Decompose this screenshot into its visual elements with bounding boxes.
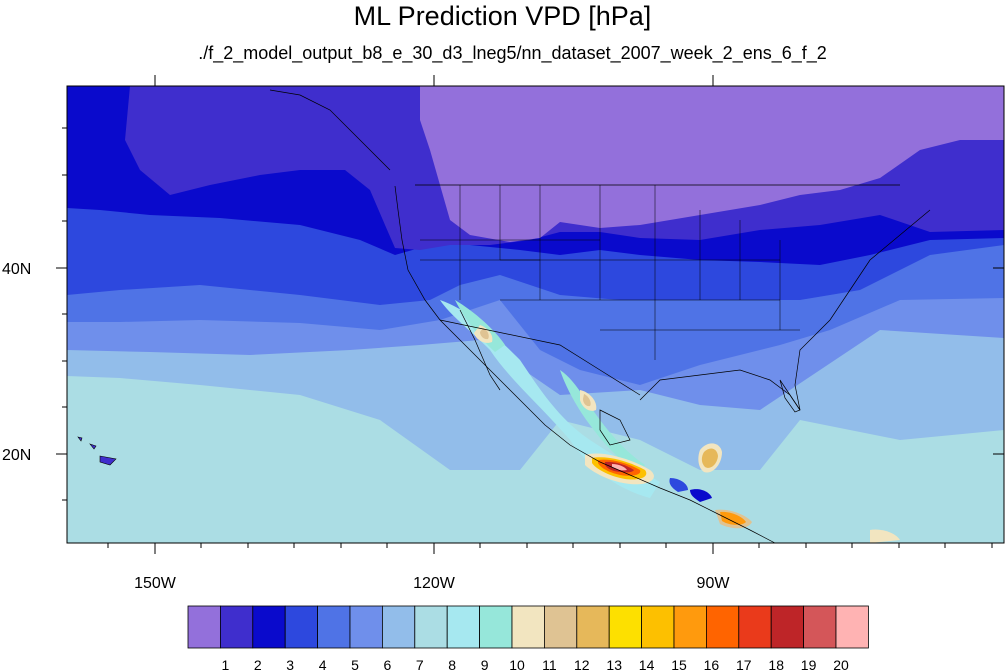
colorbar-box bbox=[284, 605, 319, 649]
colorbar-labels: 1 2 3 4 5 6 7 8 9 10 11 12 13 14 15 16 17 18 19 20 bbox=[222, 657, 849, 672]
lon-label-150w: 150W bbox=[134, 575, 177, 592]
colorbar-box bbox=[317, 605, 351, 649]
plot-subtitle: ./f_2_model_output_b8_e_30_d3_lneg5/nn_d… bbox=[198, 43, 827, 63]
colorbar-box bbox=[738, 605, 772, 649]
colorbar-box bbox=[349, 605, 383, 649]
colorbar-box bbox=[252, 605, 286, 649]
colorbar-box bbox=[187, 605, 221, 649]
colorbar-label: 1 bbox=[222, 657, 230, 672]
colorbar-box bbox=[770, 605, 805, 649]
colorbar-label: 19 bbox=[801, 657, 817, 672]
colorbar-label: 10 bbox=[509, 657, 525, 672]
colorbar-label: 7 bbox=[416, 657, 424, 672]
colorbar-label: 5 bbox=[351, 657, 359, 672]
colorbar-box bbox=[219, 605, 254, 649]
colorbar-label: 9 bbox=[481, 657, 489, 672]
colorbar-label: 13 bbox=[606, 657, 622, 672]
colorbar-label: 11 bbox=[542, 657, 557, 672]
lon-label-120w: 120W bbox=[413, 575, 456, 592]
colorbar bbox=[187, 605, 869, 649]
colorbar-label: 17 bbox=[736, 657, 752, 672]
colorbar-box bbox=[544, 605, 578, 649]
colorbar-label: 6 bbox=[384, 657, 392, 672]
colorbar-label: 16 bbox=[704, 657, 720, 672]
colorbar-box bbox=[803, 605, 837, 649]
colorbar-label: 8 bbox=[448, 657, 456, 672]
colorbar-label: 12 bbox=[574, 657, 590, 672]
colorbar-label: 2 bbox=[254, 657, 262, 672]
colorbar-label: 4 bbox=[319, 657, 327, 672]
lat-label-40n: 40N bbox=[2, 261, 31, 278]
lon-label-90w: 90W bbox=[697, 575, 731, 592]
hawaii bbox=[77, 436, 117, 466]
colorbar-box bbox=[835, 605, 869, 649]
colorbar-box bbox=[673, 605, 707, 649]
map-field bbox=[67, 86, 1004, 543]
lat-label-20n: 20N bbox=[2, 447, 31, 464]
colorbar-box bbox=[446, 605, 481, 649]
colorbar-label: 15 bbox=[671, 657, 687, 672]
tick-marks bbox=[56, 75, 1004, 554]
colorbar-box bbox=[706, 605, 740, 649]
plot-title: ML Prediction VPD [hPa] bbox=[353, 1, 652, 31]
colorbar-label: 14 bbox=[639, 657, 655, 672]
colorbar-box bbox=[511, 605, 545, 649]
colorbar-box bbox=[576, 605, 610, 649]
state-borders bbox=[420, 185, 800, 360]
colorbar-box bbox=[381, 605, 416, 649]
colorbar-box bbox=[479, 605, 513, 649]
colorbar-label: 3 bbox=[286, 657, 294, 672]
coastlines bbox=[269, 89, 931, 543]
colorbar-box bbox=[414, 605, 448, 649]
colorbar-box bbox=[608, 605, 643, 649]
colorbar-label: 18 bbox=[768, 657, 784, 672]
colorbar-label: 20 bbox=[833, 657, 849, 672]
colorbar-box bbox=[641, 605, 675, 649]
